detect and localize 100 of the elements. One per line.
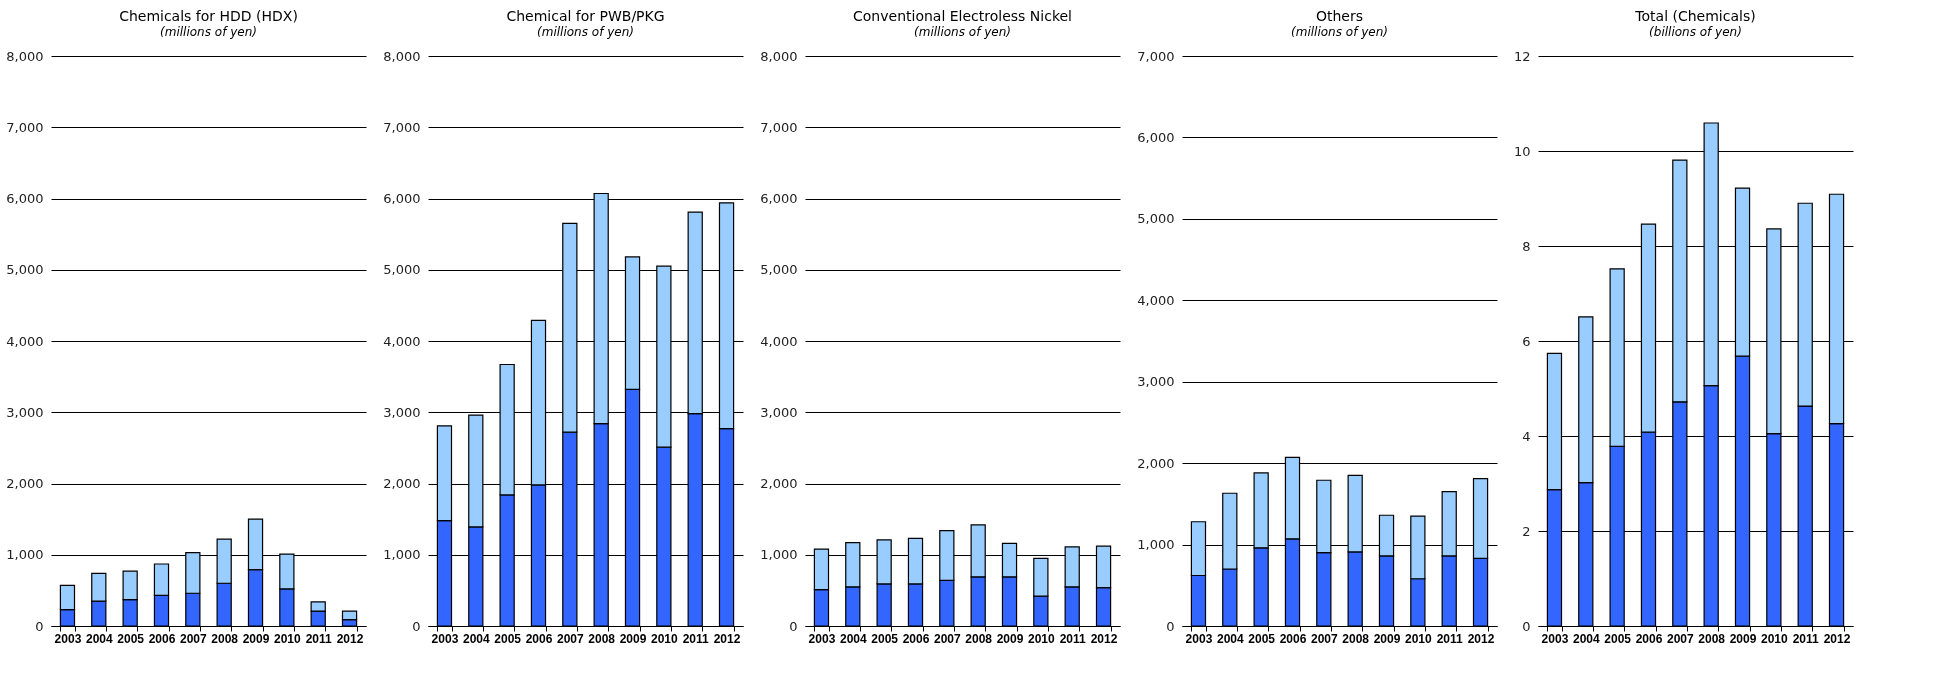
x-tick-label: 2011 (1059, 631, 1087, 646)
x-tick-label: 2005 (1604, 631, 1632, 646)
x-tick-label: 2005 (494, 631, 522, 646)
x-tick-label: 2004 (85, 631, 113, 646)
x-tick-label: 2006 (1279, 631, 1307, 646)
y-tick-label: 7,000 (760, 119, 798, 135)
x-tick-label: 2010 (1028, 631, 1056, 646)
y-tick-label: 4,000 (1137, 292, 1175, 308)
x-tick-label: 2011 (1436, 631, 1464, 646)
x-tick-label: 2007 (1666, 631, 1694, 646)
x-tick-label: 2009 (619, 631, 647, 646)
x-tick-label: 2007 (179, 631, 207, 646)
chart-subtitle: (millions of yen) (160, 25, 257, 39)
y-tick-label: 4,000 (383, 333, 421, 349)
y-tick-label: 6 (1522, 333, 1531, 349)
y-tick-label: 6,000 (760, 191, 798, 206)
y-tick-label: 2 (1522, 523, 1531, 539)
x-tick-label: 2005 (117, 631, 145, 646)
x-tick-label: 2009 (1373, 631, 1401, 646)
x-tick-label: 2003 (808, 631, 836, 646)
x-tick-label: 2003 (54, 631, 82, 646)
x-tick-label: 2009 (996, 631, 1024, 646)
y-tick-label: 1,000 (383, 547, 421, 563)
x-tick-label: 2005 (871, 631, 899, 646)
chart-title: Total (Chemicals) (1634, 8, 1756, 24)
x-tick-label: 2006 (148, 631, 176, 646)
y-tick-label: 2,000 (1137, 455, 1175, 471)
y-tick-label: 8,000 (6, 48, 44, 64)
x-tick-label: 2008 (965, 631, 993, 646)
x-tick-label: 2012 (1467, 631, 1495, 646)
y-tick-label: 2,000 (760, 476, 798, 491)
y-tick-label: 8 (1522, 238, 1531, 254)
x-tick-label: 2012 (1823, 631, 1851, 646)
x-tick-label: 2008 (211, 631, 239, 646)
y-tick-label: 1,000 (6, 547, 44, 563)
y-tick-label: 5,000 (383, 262, 421, 278)
chart-title: Conventional Electroless Nickel (853, 8, 1072, 24)
x-tick-label: 2004 (1572, 631, 1600, 646)
y-tick-label: 3,000 (383, 404, 421, 420)
chart-subtitle: (millions of yen) (1291, 25, 1388, 39)
x-tick-label: 2009 (242, 631, 270, 646)
y-tick-label: 0 (789, 618, 798, 634)
x-tick-label: 2006 (1635, 631, 1663, 646)
y-tick-label: 5,000 (760, 262, 798, 278)
y-tick-label: 2,000 (383, 476, 421, 491)
y-tick-label: 4,000 (760, 333, 798, 349)
x-tick-label: 2005 (1248, 631, 1276, 646)
x-tick-label: 2007 (1310, 631, 1338, 646)
x-tick-label: 2003 (1541, 631, 1569, 646)
y-tick-label: 7,000 (383, 119, 421, 135)
y-tick-label: 3,000 (760, 404, 798, 420)
x-tick-label: 2004 (839, 631, 867, 646)
y-tick-label: 6,000 (1137, 129, 1175, 145)
x-tick-label: 2006 (902, 631, 930, 646)
y-tick-label: 0 (412, 618, 421, 634)
y-tick-label: 7,000 (6, 119, 44, 135)
y-tick-label: 2,000 (6, 476, 44, 491)
chart-title: Chemical for PWB/PKG (506, 8, 665, 24)
x-tick-label: 2004 (462, 631, 490, 646)
x-tick-label: 2010 (651, 631, 679, 646)
y-tick-label: 1,000 (760, 547, 798, 563)
chart-subtitle: (millions of yen) (914, 25, 1011, 39)
chart-subtitle: (billions of yen) (1649, 25, 1742, 39)
x-tick-label: 2008 (588, 631, 616, 646)
chart-title: Others (1315, 8, 1364, 24)
y-tick-label: 7,000 (1137, 48, 1175, 64)
y-tick-label: 6,000 (383, 191, 421, 206)
y-tick-label: 8,000 (760, 48, 798, 64)
y-tick-label: 3,000 (6, 404, 44, 420)
x-tick-label: 2003 (1185, 631, 1213, 646)
x-tick-label: 2012 (336, 631, 364, 646)
y-tick-label: 6,000 (6, 191, 44, 206)
x-tick-label: 2008 (1698, 631, 1726, 646)
y-tick-label: 4,000 (6, 333, 44, 349)
y-tick-label: 0 (1522, 618, 1531, 634)
y-tick-label: 5,000 (1137, 211, 1175, 227)
y-tick-label: 10 (1513, 143, 1531, 159)
y-tick-label: 12 (1513, 48, 1531, 64)
x-tick-label: 2012 (1090, 631, 1118, 646)
x-tick-label: 2007 (556, 631, 584, 646)
x-tick-label: 2007 (933, 631, 961, 646)
x-tick-label: 2010 (1761, 631, 1789, 646)
chart-title: Chemicals for HDD (HDX) (119, 8, 298, 24)
y-tick-label: 0 (1166, 618, 1175, 634)
x-tick-label: 2006 (525, 631, 553, 646)
x-tick-label: 2003 (431, 631, 459, 646)
x-tick-label: 2010 (274, 631, 302, 646)
x-tick-label: 2008 (1342, 631, 1370, 646)
x-tick-label: 2009 (1729, 631, 1757, 646)
x-tick-label: 2010 (1405, 631, 1433, 646)
y-tick-label: 1,000 (1137, 537, 1175, 553)
y-tick-label: 0 (35, 618, 44, 634)
chart-subtitle: (millions of yen) (537, 25, 634, 39)
x-tick-label: 2011 (682, 631, 710, 646)
x-tick-label: 2012 (713, 631, 741, 646)
y-tick-label: 3,000 (1137, 374, 1175, 390)
y-tick-label: 8,000 (383, 48, 421, 64)
x-tick-label: 2011 (305, 631, 333, 646)
x-tick-label: 2011 (1792, 631, 1820, 646)
y-tick-label: 5,000 (6, 262, 44, 278)
